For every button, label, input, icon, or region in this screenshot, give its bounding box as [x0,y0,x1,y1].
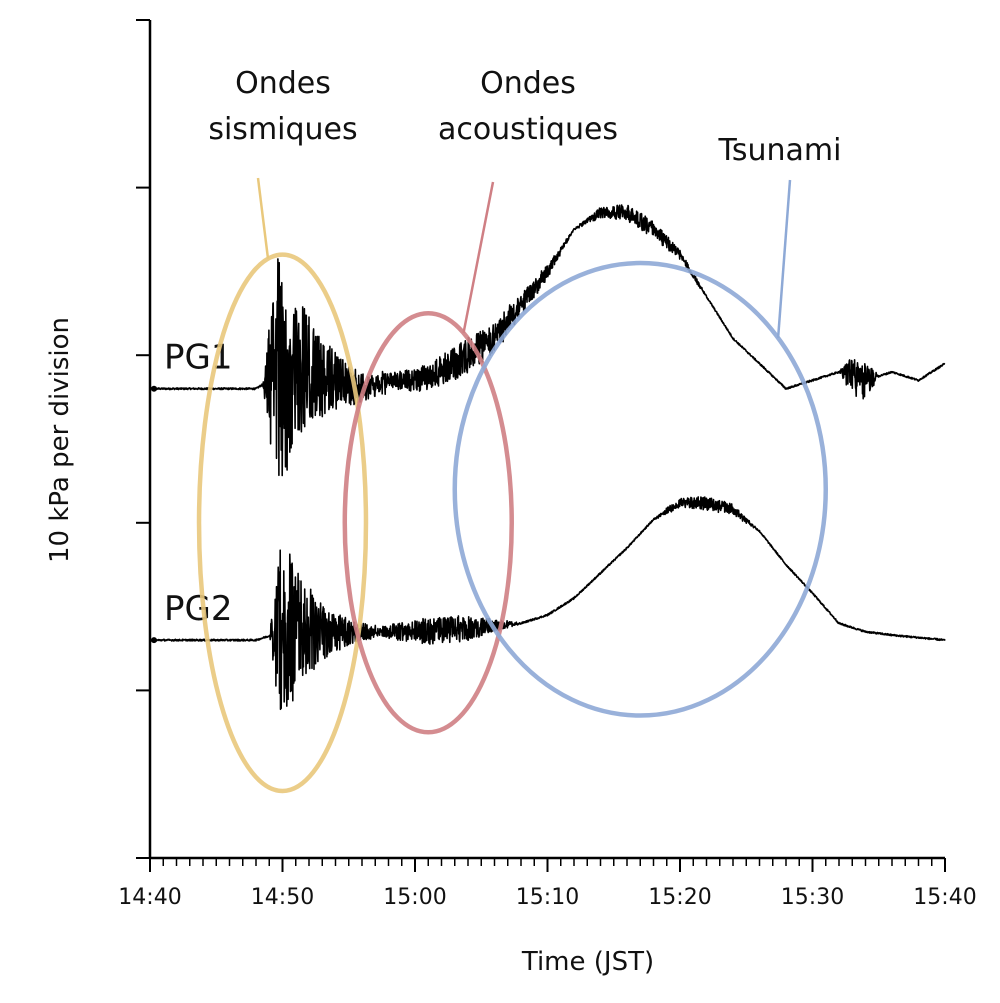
annotation-label-line: sismiques [208,112,357,147]
x-tick-label: 15:10 [516,885,579,910]
annotation-label: Tsunami [718,133,842,168]
x-tick-label: 15:40 [913,885,976,910]
annotation-label: Ondes sismiques [208,66,357,147]
x-tick-label: 14:50 [251,885,314,910]
annotation-leader-line [776,179,792,338]
trace-start-dot [151,637,157,644]
x-tick-label: 14:40 [118,885,181,910]
axes: 14:40 14:50 15:00 15:10 15:20 15:30 15:40 [118,19,977,910]
annotation-ellipse [452,260,828,718]
annotation-ellipse [196,252,369,794]
y-axis-title: 10 kPa per division [45,317,75,563]
x-tick-label: 15:20 [648,885,711,910]
annotation-label-line: Ondes [235,66,331,101]
annotations: Ondes sismiques Ondes acoustiques Tsunami [196,66,842,794]
trace-pg1 [149,204,946,477]
annotation-label-line: Tsunami [718,133,842,168]
annotation-label-line: Ondes [480,66,576,101]
x-tick-label: 15:30 [781,885,844,910]
trace-pg2 [149,496,946,711]
trace-start-dot [151,385,157,392]
annotation-leader-line [462,181,495,334]
annotation-ellipse [342,311,514,735]
annotation-leader-line [256,177,270,259]
trace-label-pg2: PG2 [164,589,232,629]
annotation-label-line: acoustiques [438,112,618,147]
x-tick-label: 15:00 [383,885,446,910]
annotation-label: Ondes acoustiques [438,66,618,147]
x-axis-title: Time (JST) [521,947,654,977]
